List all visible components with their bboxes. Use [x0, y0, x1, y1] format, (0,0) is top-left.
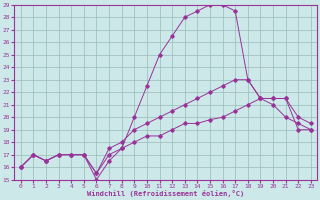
X-axis label: Windchill (Refroidissement éolien,°C): Windchill (Refroidissement éolien,°C) — [87, 190, 244, 197]
